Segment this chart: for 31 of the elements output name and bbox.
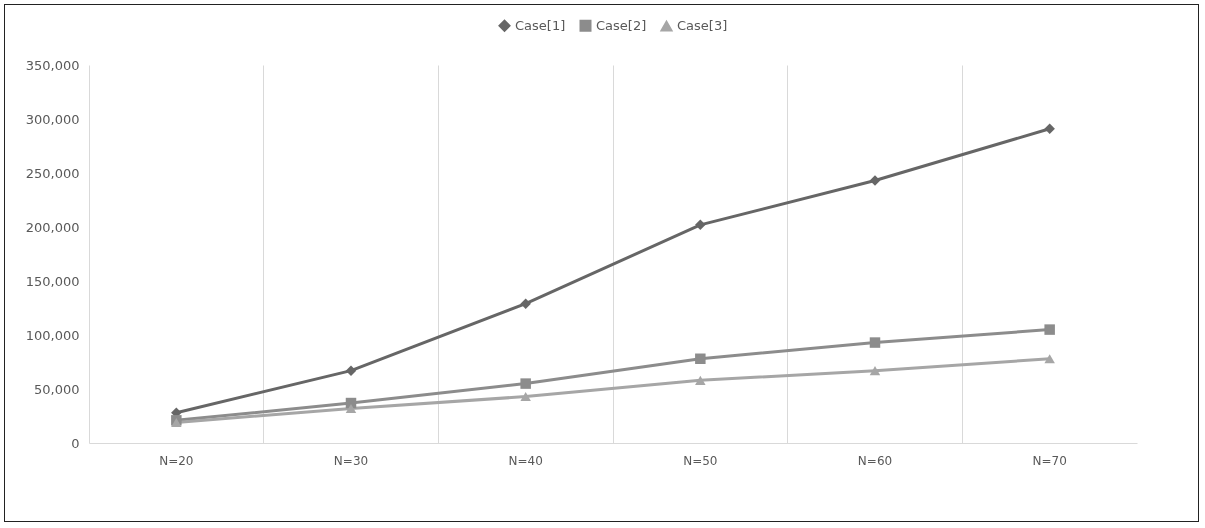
x-tick-label: N=30 — [333, 453, 369, 468]
y-tick-label: 50,000 — [34, 381, 80, 397]
x-tick-label: N=70 — [1032, 453, 1067, 468]
y-tick-label: 250,000 — [25, 165, 80, 181]
point — [520, 378, 531, 389]
point — [345, 403, 357, 413]
legend-label: Case[1] — [515, 17, 566, 33]
y-tick-label: 300,000 — [25, 111, 80, 127]
point — [695, 353, 706, 364]
point — [520, 298, 531, 309]
point — [695, 219, 706, 231]
legend-label: Case[3] — [677, 18, 728, 34]
point — [345, 365, 357, 376]
point — [869, 366, 881, 376]
x-tick-label: N=20 — [159, 453, 194, 468]
point — [1044, 354, 1055, 364]
y-tick-label: 0 — [71, 435, 80, 451]
y-tick-label: 100,000 — [25, 327, 80, 343]
y-tick-label: 200,000 — [25, 219, 80, 235]
point — [1044, 123, 1055, 134]
point — [520, 392, 531, 402]
x-tick-label: N=60 — [857, 453, 893, 468]
x-tick-label: N=50 — [683, 453, 718, 468]
point — [1044, 324, 1055, 335]
x-tick-label: N=40 — [508, 453, 543, 468]
point — [869, 175, 881, 186]
y-tick-label: 350,000 — [25, 57, 80, 73]
point — [869, 337, 881, 348]
y-tick-label: 150,000 — [25, 273, 80, 289]
legend-label: Case[2] — [596, 17, 647, 33]
point — [695, 375, 706, 385]
